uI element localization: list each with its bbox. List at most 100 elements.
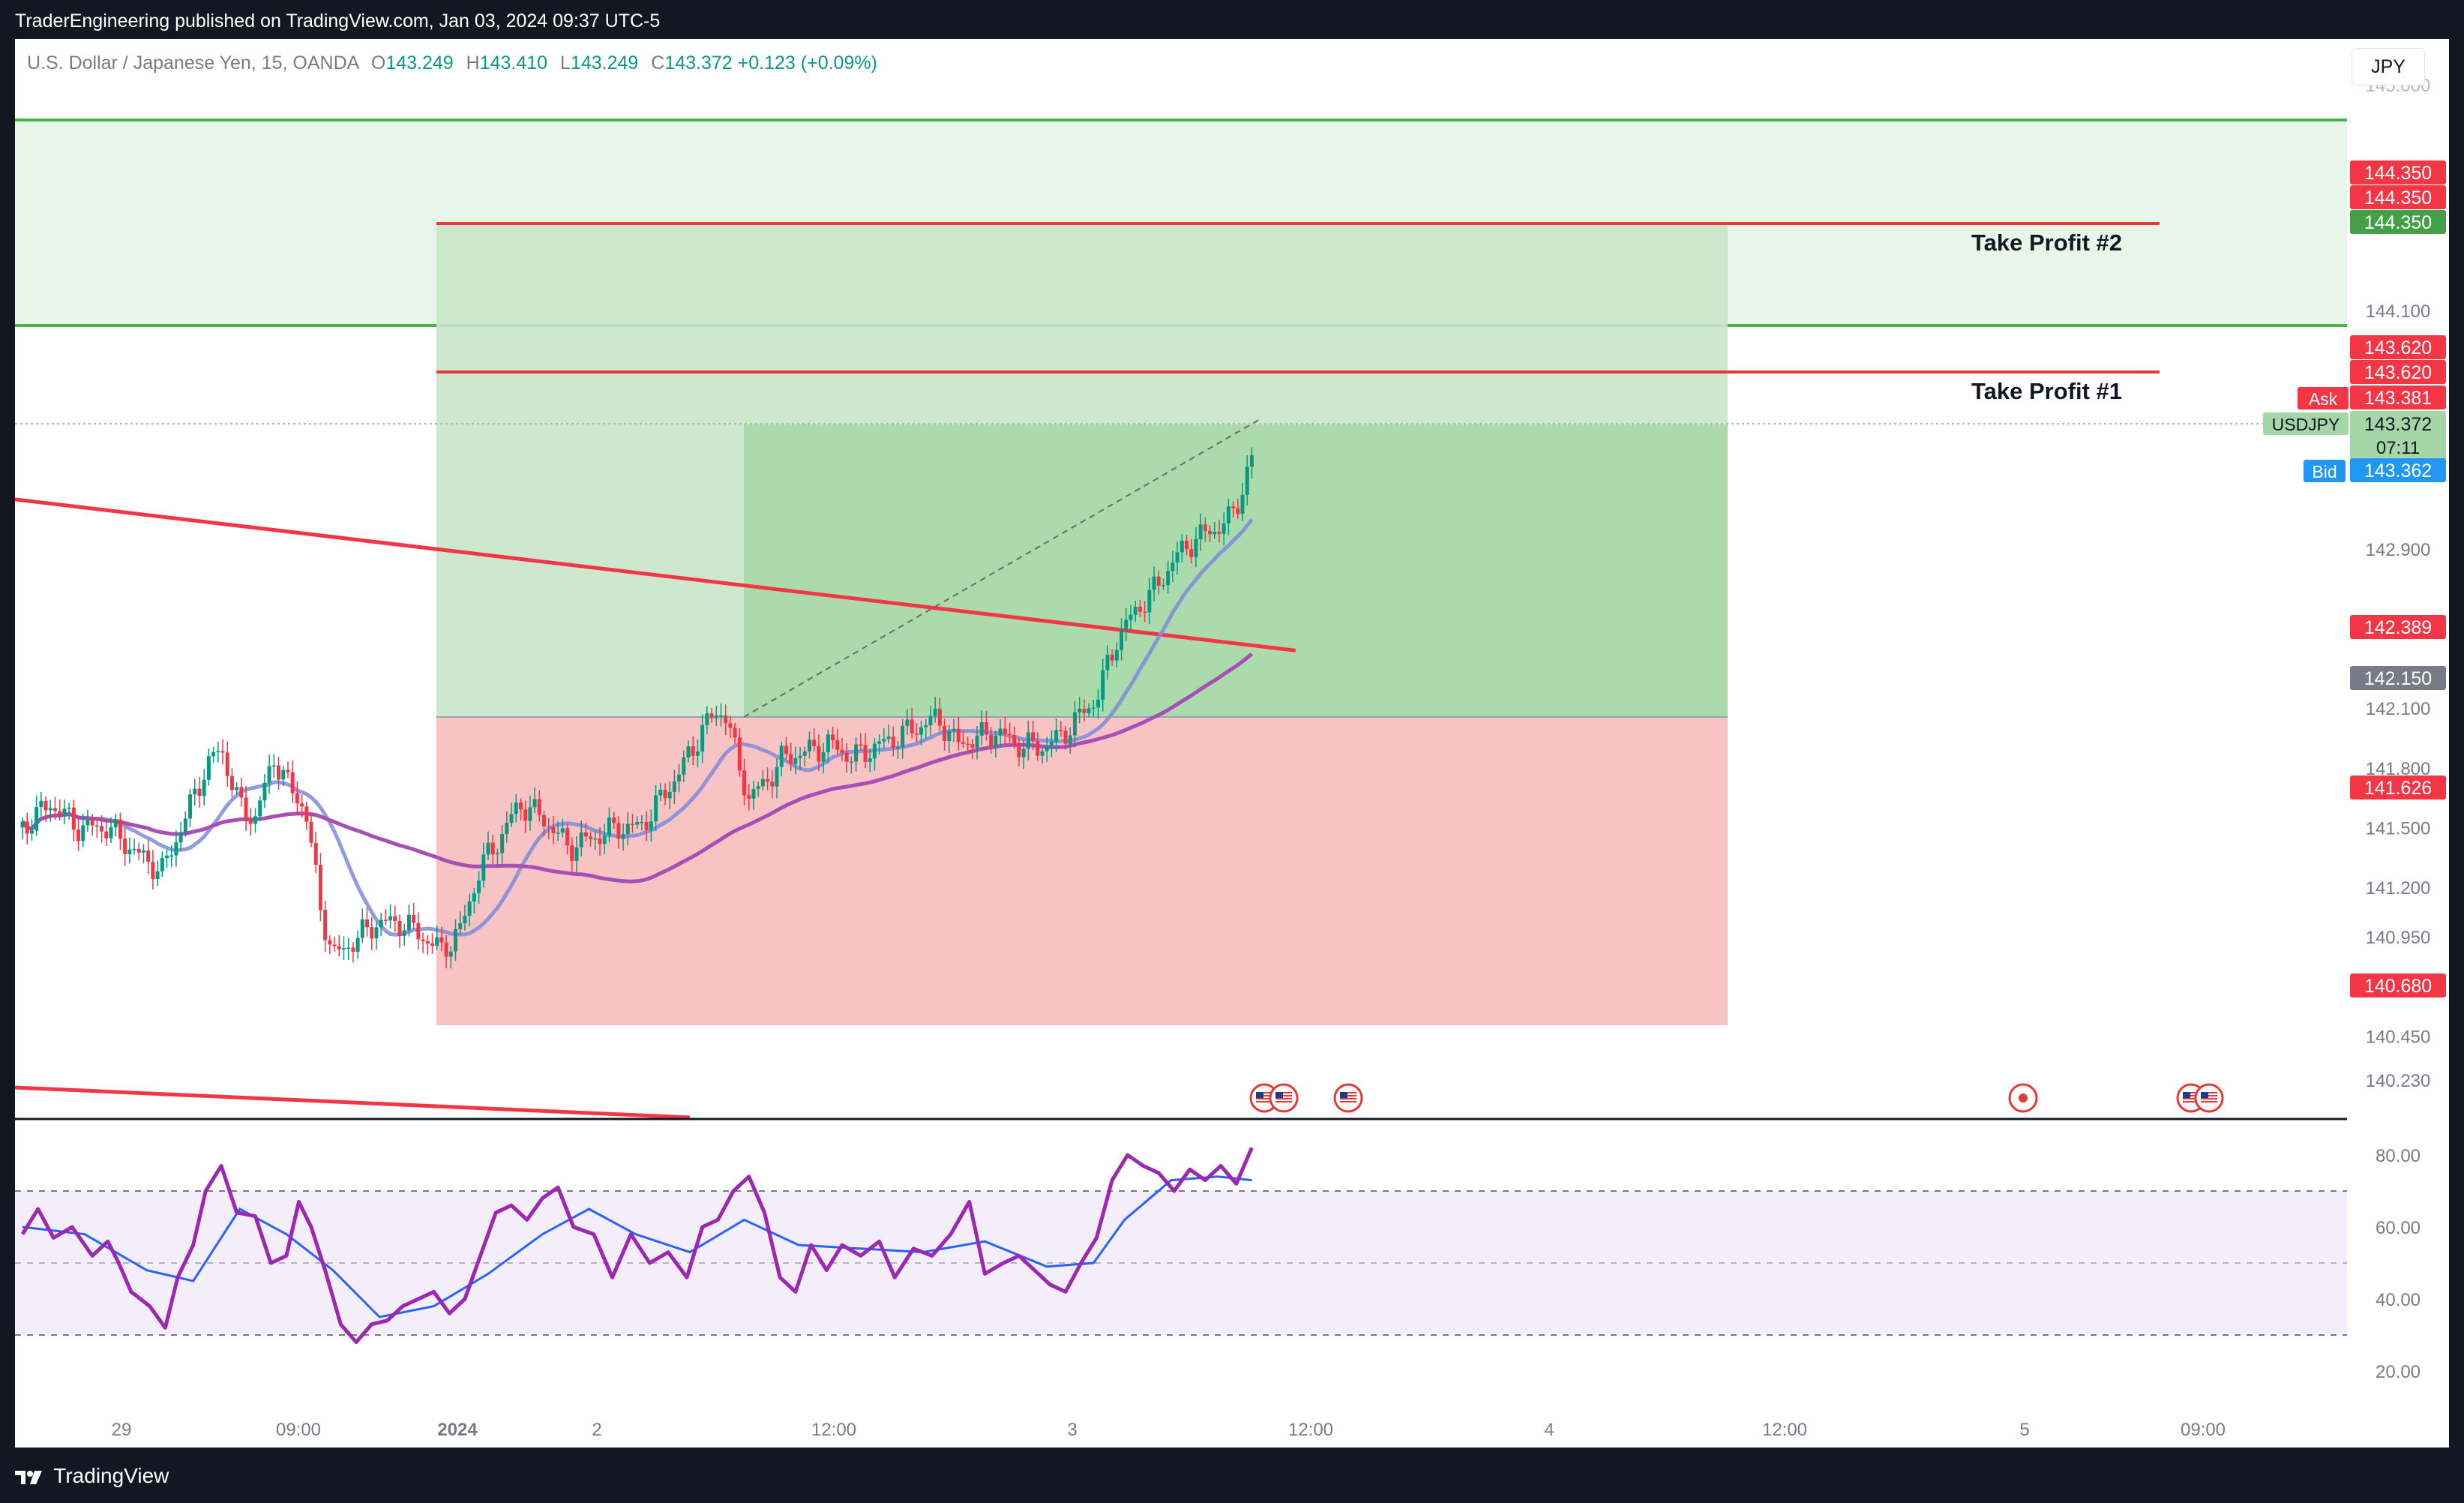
candle-body bbox=[76, 830, 81, 842]
entry-tag: 142.150 bbox=[2364, 668, 2432, 689]
candle-body bbox=[34, 807, 39, 831]
us-flag-stripe bbox=[2183, 1092, 2199, 1094]
rsi-ma-line bbox=[22, 1175, 1252, 1318]
candle-body bbox=[514, 802, 518, 814]
candle-body bbox=[90, 819, 94, 826]
candle-body bbox=[1138, 606, 1142, 612]
candle-body bbox=[933, 709, 937, 716]
currency-button[interactable]: JPY bbox=[2352, 48, 2425, 86]
candle-body bbox=[1049, 742, 1054, 746]
countdown-tag: 07:11 bbox=[2376, 438, 2420, 458]
time-tick-label: 12:00 bbox=[1762, 1420, 1807, 1440]
candle-body bbox=[458, 923, 463, 929]
time-axis[interactable] bbox=[15, 1401, 2449, 1448]
time-tick-label: 12:00 bbox=[1288, 1420, 1333, 1440]
candle-body bbox=[635, 822, 640, 825]
candle-body bbox=[602, 836, 607, 844]
candle-body bbox=[248, 819, 253, 824]
candle-body bbox=[966, 743, 970, 746]
candle-body bbox=[914, 733, 919, 735]
candle-body bbox=[300, 803, 304, 807]
candle-body bbox=[1063, 730, 1068, 744]
candle-body bbox=[826, 734, 830, 753]
price-tick-label: 141.500 bbox=[2366, 818, 2431, 838]
candle-body bbox=[1110, 654, 1114, 661]
candle-body bbox=[151, 862, 155, 879]
candle-body bbox=[1003, 728, 1007, 734]
change-value: +0.123 (+0.09%) bbox=[737, 52, 877, 74]
candle-body bbox=[113, 819, 118, 828]
tp2-tag-a: 144.350 bbox=[2364, 163, 2432, 184]
candle-body bbox=[924, 725, 928, 728]
tradingview-logo[interactable]: TradingView bbox=[15, 1464, 169, 1488]
candle-body bbox=[616, 823, 621, 839]
candle-body bbox=[430, 943, 434, 946]
candle-body bbox=[994, 735, 998, 748]
candle-body bbox=[719, 715, 723, 717]
candle-body bbox=[947, 730, 952, 742]
candle-body bbox=[435, 938, 439, 946]
tp2-tag-c-bg bbox=[2350, 210, 2446, 234]
candle-body bbox=[1101, 670, 1105, 700]
us-flag-canton bbox=[2201, 1092, 2208, 1098]
candle-body bbox=[58, 811, 62, 817]
time-tick-label: 09:00 bbox=[276, 1420, 321, 1440]
candle-body bbox=[695, 752, 700, 756]
us-flag-stripe bbox=[1340, 1101, 1356, 1102]
candle-body bbox=[1143, 611, 1147, 614]
candle-body bbox=[365, 919, 370, 928]
candle-body bbox=[1249, 455, 1254, 467]
us-flag-stripe bbox=[1256, 1095, 1272, 1096]
price-axis[interactable] bbox=[2347, 39, 2449, 1448]
event-markers[interactable] bbox=[1249, 1083, 2224, 1113]
candle-body bbox=[625, 824, 630, 835]
candle-body bbox=[984, 722, 988, 735]
price-tick-label: 144.100 bbox=[2366, 302, 2431, 322]
ask-label-bg bbox=[2298, 387, 2349, 410]
candle-body bbox=[1031, 732, 1036, 742]
candle-body bbox=[551, 827, 556, 833]
candle-body bbox=[225, 752, 229, 776]
candle-body bbox=[481, 854, 486, 881]
price-chart[interactable]: Take Profit #2 Take Profit #1 140.230 140… bbox=[15, 39, 2449, 1448]
candle-body bbox=[295, 793, 299, 804]
symbol-name[interactable]: U.S. Dollar / Japanese Yen, 15, OANDA bbox=[27, 52, 358, 74]
price-tick-label: 142.100 bbox=[2366, 699, 2431, 719]
candle-body bbox=[943, 725, 947, 742]
candle-body bbox=[895, 747, 900, 748]
candle-body bbox=[313, 842, 318, 865]
us-flag-stripe bbox=[1340, 1092, 1356, 1094]
candle-body bbox=[532, 799, 537, 808]
candle-body bbox=[463, 916, 467, 924]
candle-body bbox=[454, 928, 458, 952]
candle-body bbox=[1082, 708, 1087, 713]
trendline-tag: 142.389 bbox=[2364, 617, 2432, 638]
candle-body bbox=[486, 842, 490, 855]
candle-body bbox=[812, 740, 817, 746]
candle-body bbox=[1021, 748, 1026, 758]
candle-body bbox=[910, 719, 914, 734]
candle-body bbox=[1114, 650, 1119, 661]
candle-body bbox=[658, 790, 663, 796]
rsi-pane[interactable] bbox=[15, 1147, 2347, 1345]
us-flag-stripe bbox=[1340, 1098, 1356, 1100]
candle-body bbox=[444, 942, 448, 957]
us-flag-stripe bbox=[2201, 1092, 2217, 1094]
candle-body bbox=[1078, 708, 1082, 712]
candle-body bbox=[323, 910, 328, 940]
candle-body bbox=[556, 832, 560, 834]
candle-body bbox=[998, 728, 1003, 736]
candle-body bbox=[1203, 524, 1207, 531]
candle-body bbox=[43, 800, 48, 811]
high-value: 143.410 bbox=[479, 52, 548, 74]
low-value: 143.249 bbox=[570, 52, 639, 74]
chart-panel[interactable]: Take Profit #2 Take Profit #1 140.230 140… bbox=[15, 39, 2449, 1448]
candle-body bbox=[835, 740, 840, 750]
symbol-label-bg bbox=[2263, 412, 2349, 435]
candle-body bbox=[691, 746, 695, 756]
candle-body bbox=[309, 821, 313, 843]
candle-body bbox=[1222, 523, 1226, 534]
time-axis-ticks: 29 09:00 2024 2 12:00 3 12:00 4 12:00 5 09:00 bbox=[112, 1420, 2226, 1440]
candle-body bbox=[802, 751, 807, 756]
candle-body bbox=[397, 920, 402, 936]
